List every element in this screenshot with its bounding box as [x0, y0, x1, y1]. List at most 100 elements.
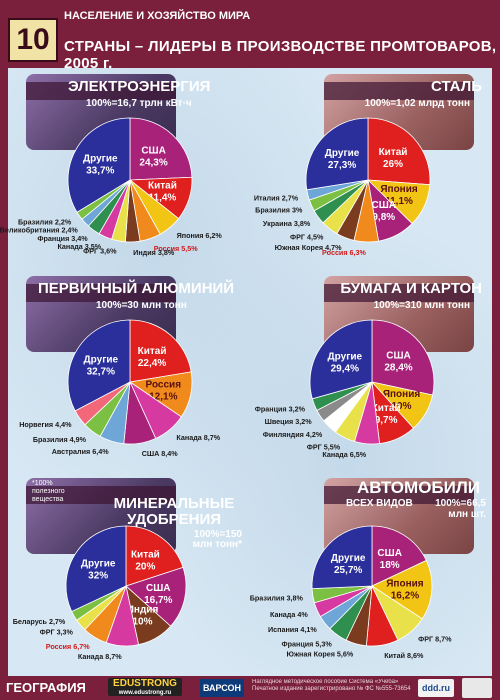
chart-subtitle: 100%=150 млн тонн*: [192, 529, 242, 550]
chart-title: МИНЕРАЛЬНЫЕ УДОБРЕНИЯ: [113, 495, 235, 528]
slice-value-китай: 11,4%: [149, 193, 177, 204]
slice-label-канада: Канада 6,5%: [322, 450, 366, 459]
chart-title: ЭЛЕКТРОЭНЕРГИЯ: [68, 78, 211, 95]
slice-label-япония: Япония: [380, 184, 418, 195]
slice-label-китай: Китай 8,6%: [384, 651, 424, 660]
varson-logo: ВАРСОН: [200, 679, 244, 697]
slice-value-сша: 18%: [380, 560, 400, 571]
slice-label-франция: Франция 3,2%: [255, 404, 306, 413]
poster-number: 10: [8, 18, 58, 62]
slice-label-китай: Китай: [372, 403, 401, 414]
chart-panel-paper: БУМАГА И КАРТОН 100%=310 млн тонн США 28,…: [250, 270, 492, 472]
slice-label-другие: Другие: [328, 351, 363, 362]
slice-label-канада: Канада 8,7%: [78, 652, 122, 661]
slice-value-другие: 29,4%: [331, 363, 359, 374]
pie-slice-япония: [371, 559, 433, 620]
slice-value-другие: 32,7%: [87, 366, 115, 377]
slice-label-япония: Япония: [383, 389, 421, 400]
slice-label-норвегия: Норвегия 4,4%: [19, 420, 72, 429]
slice-value-япония: 11,1%: [385, 196, 413, 207]
slice-label-канада: Канада 3,5%: [57, 242, 101, 251]
charts-area: ЭЛЕКТРОЭНЕРГИЯ 100%=16,7 трлн кВт·ч США 2…: [0, 68, 492, 676]
slice-value-индия: 10%: [133, 617, 153, 628]
pie-slice-другие: [65, 525, 127, 612]
chart-subtitle: 100%=66,5 млн шт.: [435, 498, 486, 520]
slice-value-сша: 16,7%: [144, 595, 172, 606]
pie-slice-сша: [129, 117, 193, 181]
chart-subtitle: 100%=310 млн тонн: [373, 300, 470, 311]
chart-subtitle: 100%=1,02 млрд тонн: [364, 98, 470, 109]
pie-slice-сша: [125, 566, 187, 627]
slice-label-беларусь: Беларусь 2,7%: [13, 617, 66, 626]
pie-slice-другие: [305, 117, 369, 191]
slice-label-сша: США: [146, 583, 171, 594]
pie-slice-китай: [367, 117, 431, 186]
slice-value-китай: 26%: [383, 159, 403, 170]
edustrong-logo: EDUSTRONG www.edustrong.ru: [108, 678, 182, 696]
slice-label-фрг: ФРГ 3,3%: [40, 628, 74, 637]
slice-label-италия: Италия 2,7%: [254, 193, 299, 202]
chart-panel-fertilizers: *100% полезного вещества МИНЕРАЛЬНЫЕ УДО…: [8, 472, 250, 674]
slice-value-другие: 33,7%: [86, 165, 114, 176]
slice-label-украина: Украина 3,8%: [263, 219, 311, 228]
pie-slice-другие: [67, 319, 131, 412]
slice-label-сша: США: [372, 200, 397, 211]
slice-label-бразилия: Бразилия 3%: [255, 206, 303, 215]
slice-value-япония: 16,2%: [391, 590, 419, 601]
slice-value-сша: 24,3%: [139, 157, 167, 168]
slice-label-фрг: ФРГ 5,5%: [307, 443, 341, 452]
chart-subtitle: 100%=16,7 трлн кВт·ч: [86, 98, 192, 109]
chart-title: СТАЛЬ: [431, 78, 482, 95]
slice-label-фрг: ФРГ 3,6%: [83, 247, 117, 256]
slice-label-россия: Россия 5,5%: [154, 244, 199, 253]
slice-label-сша: США: [141, 145, 166, 156]
slice-label-финляндия: Финляндия 4,2%: [263, 430, 323, 439]
slice-label-испания: Испания 4,1%: [268, 625, 317, 634]
slice-value-другие: 25,7%: [334, 565, 362, 576]
chart-title: ПЕРВИЧНЫЙ АЛЮМИНИЙ: [38, 280, 235, 297]
slice-label-россия: Россия 6,7%: [46, 642, 91, 651]
slice-label-сша: США 8,4%: [142, 449, 179, 458]
slice-value-япония: 10%: [391, 401, 411, 412]
slice-value-китай: 9,7%: [375, 415, 398, 426]
pie-slice-другие: [67, 117, 131, 213]
header: 10 НАСЕЛЕНИЕ И ХОЗЯЙСТВО МИРА СТРАНЫ – Л…: [0, 0, 500, 72]
slice-value-другие: 32%: [88, 570, 108, 581]
slice-label-франция: Франция 3,4%: [37, 234, 88, 243]
slice-value-другие: 27,3%: [328, 160, 356, 171]
slice-label-фрг: ФРГ 4,5%: [290, 233, 324, 242]
chart-panel-electricity: ЭЛЕКТРОЭНЕРГИЯ 100%=16,7 трлн кВт·ч США 2…: [0, 68, 250, 270]
slice-value-россия: 12,1%: [149, 391, 177, 402]
slice-label-бразилия: Бразилия 4,9%: [33, 435, 87, 444]
slice-label-бразилия: Бразилия 2,2%: [18, 218, 72, 227]
slice-label-россия: Россия 6,3%: [322, 248, 367, 257]
chart-subtitle-lead: ВСЕХ ВИДОВ: [346, 498, 413, 509]
slice-label-канада: Канада 4%: [270, 610, 308, 619]
slice-label-великобритания: Великобритания 2,4%: [0, 226, 78, 235]
slice-label-сша: США: [386, 351, 411, 362]
slice-label-фрг: ФРГ 8,7%: [418, 635, 452, 644]
slice-label-китай: Китай: [148, 181, 177, 192]
slice-label-бразилия: Бразилия 3,8%: [250, 593, 304, 602]
pie-slice-другие: [309, 319, 373, 400]
poster-title: СТРАНЫ – ЛИДЕРЫ В ПРОИЗВОДСТВЕ ПРОМТОВАР…: [64, 38, 497, 72]
pie-slice-другие: [311, 525, 373, 590]
slice-value-сша: 9,8%: [372, 212, 395, 223]
edustrong-label: EDUSTRONG: [113, 678, 177, 689]
slice-label-другие: Другие: [325, 148, 360, 159]
edustrong-site: www.edustrong.ru: [118, 690, 172, 696]
slice-label-япония: Япония 6,2%: [177, 231, 223, 240]
slice-label-канада: Канада 8,7%: [176, 433, 220, 442]
slice-label-другие: Другие: [331, 553, 366, 564]
slice-label-китай: Китай: [379, 147, 408, 158]
slice-label-франция: Франция 5,3%: [281, 639, 332, 648]
chart-subtitle: 100%=30 млн тонн: [96, 300, 187, 311]
slice-label-швеция: Швеция 3,2%: [265, 417, 313, 426]
chart-note: *100% полезного вещества: [32, 480, 65, 503]
